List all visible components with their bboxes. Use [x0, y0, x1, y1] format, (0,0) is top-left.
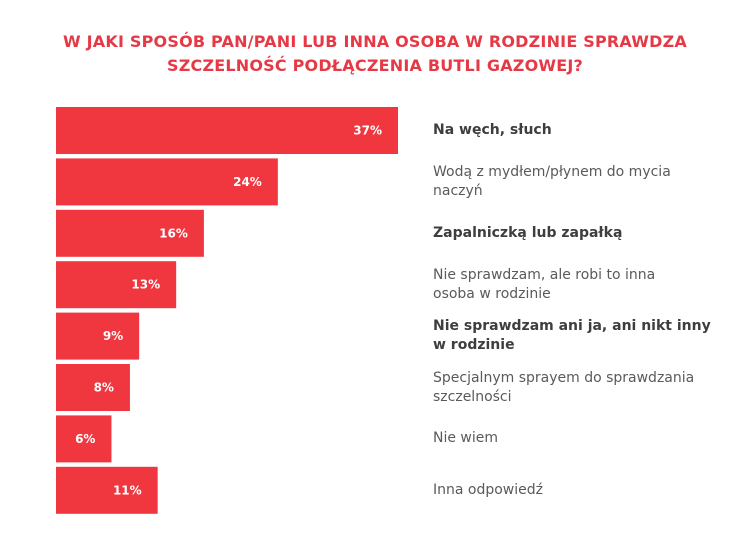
- bar-value-label-4: 13%: [131, 278, 160, 292]
- category-label-line: szczelności: [433, 388, 512, 405]
- bar-4: [56, 261, 177, 309]
- category-label-1: Na węch, słuch: [433, 121, 733, 140]
- category-label-8: Inna odpowiedź: [433, 481, 733, 500]
- chart-title-line-2: SZCZELNOŚĆ PODŁĄCZENIA BUTLI GAZOWEJ?: [166, 56, 583, 75]
- category-label-line: Specjalnym sprayem do sprawdzania: [433, 369, 695, 386]
- category-label-7: Nie wiem: [433, 429, 733, 448]
- bar-3: [56, 209, 204, 257]
- category-label-2: Wodą z mydłem/płynem do mycia naczyń: [433, 163, 733, 201]
- bar-1: [56, 107, 398, 154]
- bar-6: [56, 364, 130, 411]
- category-label-line: Zapalniczką lub zapałką: [433, 224, 623, 241]
- category-label-5: Nie sprawdzam ani ja, ani nikt inny w rod…: [433, 317, 733, 355]
- bar-5: [56, 312, 140, 360]
- category-label-line: Nie sprawdzam, ale robi to inna: [433, 266, 656, 283]
- category-label-line: osoba w rodzinie: [433, 285, 551, 302]
- category-label-4: Nie sprawdzam, ale robi to inna osoba w r…: [433, 266, 733, 304]
- bar-7: [56, 415, 112, 463]
- bar-8: [56, 466, 158, 514]
- category-label-line: Inna odpowiedź: [433, 481, 543, 498]
- bar-2: [56, 158, 278, 206]
- category-label-3: Zapalniczką lub zapałką: [433, 224, 733, 243]
- category-label-line: Nie sprawdzam ani ja, ani nikt inny: [433, 318, 711, 335]
- bar-value-label-6: 8%: [94, 381, 114, 395]
- category-label-line: Nie wiem: [433, 430, 499, 447]
- bar-value-label-7: 6%: [75, 432, 95, 446]
- category-label-line: w rodzinie: [433, 337, 515, 354]
- chart-title-line-1: W JAKI SPOSÓB PAN/PANI LUB INNA OSOBA W …: [63, 32, 687, 51]
- category-label-6: Specjalnym sprayem do sprawdzania szczeln…: [433, 369, 733, 407]
- bar-value-label-8: 11%: [113, 483, 142, 497]
- category-label-line: Wodą z mydłem/płynem do mycia: [433, 163, 671, 180]
- category-label-line: Na węch, słuch: [433, 122, 552, 138]
- category-label-line: naczyń: [433, 182, 483, 199]
- bar-value-label-1: 37%: [353, 124, 382, 138]
- bar-value-label-5: 9%: [103, 329, 123, 343]
- bar-value-label-2: 24%: [233, 175, 262, 189]
- chart-title: W JAKI SPOSÓB PAN/PANI LUB INNA OSOBA W …: [20, 30, 730, 78]
- bar-value-label-3: 16%: [159, 226, 188, 240]
